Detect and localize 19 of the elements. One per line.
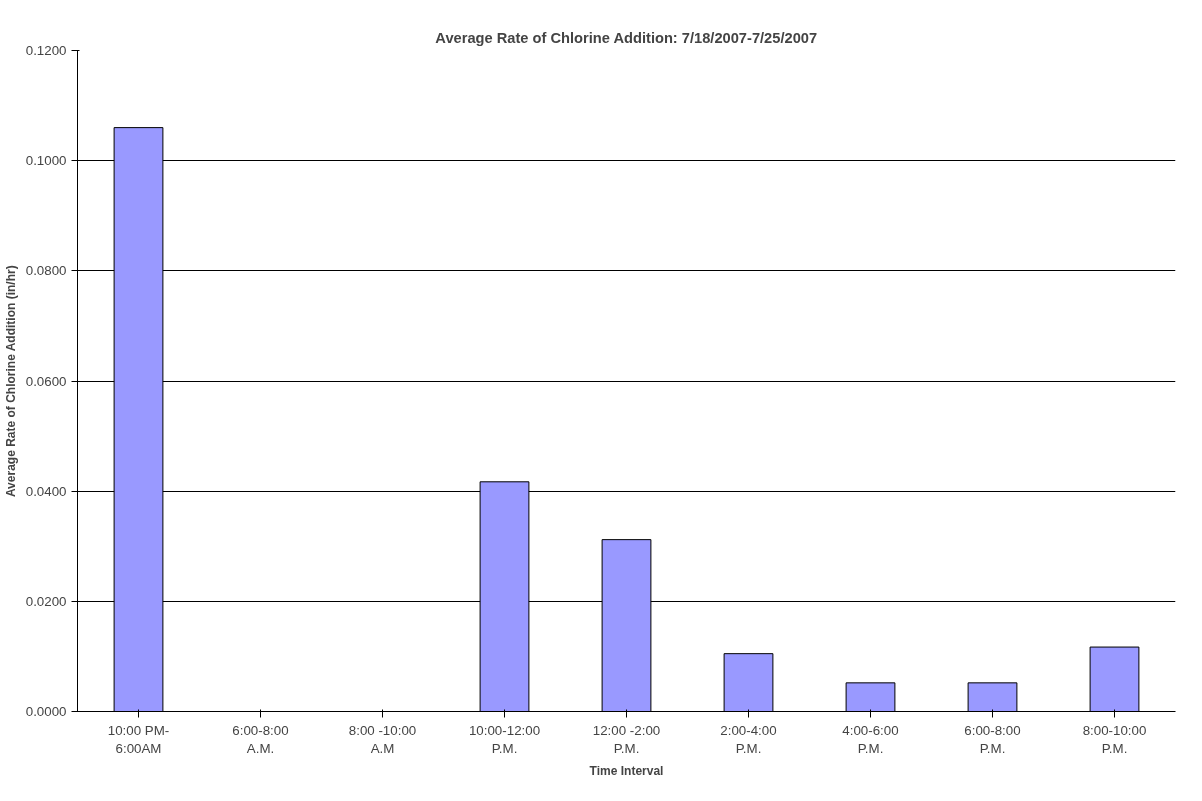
x-tick-label: 6:00-8:00 A.M. <box>232 722 289 756</box>
x-tick-label: 8:00 -10:00 A.M <box>348 722 417 756</box>
x-tick-label: 12:00 -2:00 P.M. <box>592 722 661 756</box>
x-tick-label: 8:00-10:00 P.M. <box>1082 722 1147 756</box>
x-tick-label: 10:00 PM- 6:00AM <box>107 722 170 756</box>
x-axis-title: Time Interval <box>589 763 664 778</box>
x-tick-label: 4:00-6:00 P.M. <box>842 722 899 756</box>
x-tick-label: 10:00-12:00 P.M. <box>468 722 541 756</box>
x-tick-label: 2:00-4:00 P.M. <box>720 722 777 756</box>
x-tick-label: 6:00-8:00 P.M. <box>964 722 1021 756</box>
chart-title: Average Rate of Chlorine Addition: 7/18/2007-7/25/2007 <box>435 29 818 46</box>
y-tick-label: 0.0200 <box>25 593 67 609</box>
y-tick-label: 0.0000 <box>25 704 67 719</box>
y-axis-title: Average Rate of Chlorine Addition (in/hr) <box>3 265 18 498</box>
y-tick-label: 0.0800 <box>25 263 67 279</box>
y-tick-label: 0.1000 <box>25 153 67 169</box>
y-tick-label: 0.1200 <box>25 43 67 58</box>
y-tick-label: 0.0400 <box>25 483 67 499</box>
y-tick-label: 0.0600 <box>25 373 67 389</box>
